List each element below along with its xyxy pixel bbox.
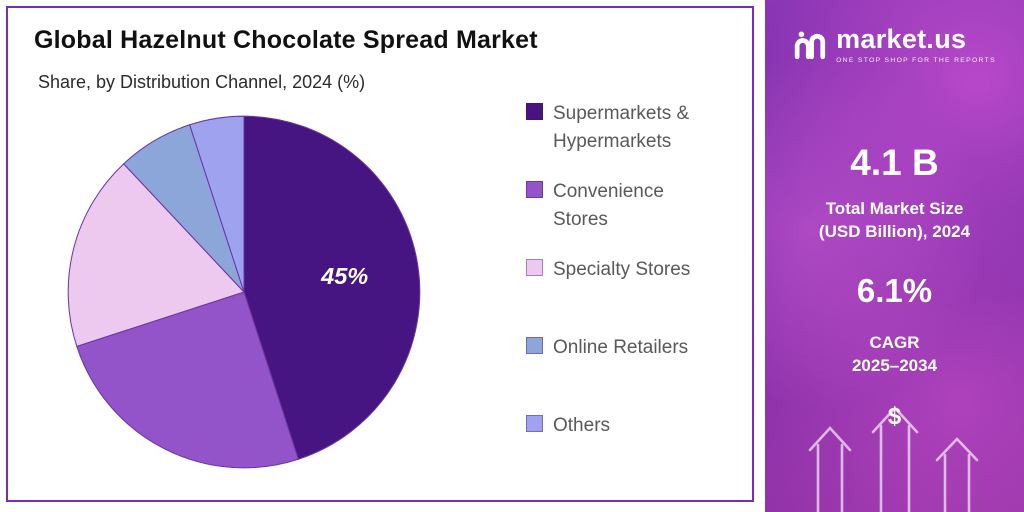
legend-label: Others [553, 415, 611, 436]
logo-texts: market.us ONE STOP SHOP FOR THE REPORTS [836, 24, 996, 65]
legend-label: Supermarkets & Hypermarkets [553, 103, 690, 152]
legend-swatch [526, 259, 543, 276]
chart-subtitle: Share, by Distribution Channel, 2024 (%) [38, 72, 366, 92]
legend-item: Convenience Stores [526, 178, 736, 256]
pie-slice-2 [67, 163, 245, 347]
market-size-label-line2: (USD Billion), 2024 [818, 221, 971, 241]
growth-arrows-icon [808, 406, 978, 512]
legend-swatch [526, 337, 543, 354]
chart-card: Global Hazelnut Chocolate Spread Market … [6, 6, 754, 502]
cagr-value: 6.1% [856, 272, 933, 309]
cagr-label: CAGR [869, 333, 920, 352]
legend-label: Convenience Stores [553, 181, 664, 230]
legend-label: Specialty Stores [553, 259, 691, 280]
pie-chart: 45% [67, 115, 421, 469]
chart-title: Global Hazelnut Chocolate Spread Market [34, 26, 538, 54]
pie-chart-container: 45% [60, 108, 428, 476]
legend-label: Online Retailers [553, 337, 689, 358]
legend-swatch [526, 181, 543, 198]
pie-slice-0 [243, 115, 421, 460]
cagr-period: 2025–2034 [851, 355, 938, 375]
legend-swatch [526, 103, 543, 120]
marketus-logo: market.us ONE STOP SHOP FOR THE REPORTS [765, 26, 1024, 64]
logo-tagline: ONE STOP SHOP FOR THE REPORTS [836, 57, 996, 64]
marketus-logo-icon [794, 31, 826, 60]
market-size-value: 4.1 B [850, 142, 939, 183]
cagr-label-block: CAGR 2025–2034 [765, 332, 1024, 378]
legend: Supermarkets & Hypermarkets Convenience S… [526, 100, 736, 490]
promo-panel: market.us ONE STOP SHOP FOR THE REPORTS … [765, 0, 1024, 512]
pie-slice-1 [76, 291, 299, 469]
market-size-label: Total Market Size (USD Billion), 2024 [765, 198, 1024, 244]
legend-swatch [526, 415, 543, 432]
logo-name: market.us [836, 24, 967, 54]
pie-data-label: 45% [320, 263, 368, 289]
legend-item: Others [526, 412, 736, 490]
legend-item: Supermarkets & Hypermarkets [526, 100, 736, 178]
legend-item: Specialty Stores [526, 256, 736, 334]
market-size-label-line1: Total Market Size [825, 199, 964, 218]
legend-item: Online Retailers [526, 334, 736, 412]
pie-slice-4 [189, 115, 245, 293]
